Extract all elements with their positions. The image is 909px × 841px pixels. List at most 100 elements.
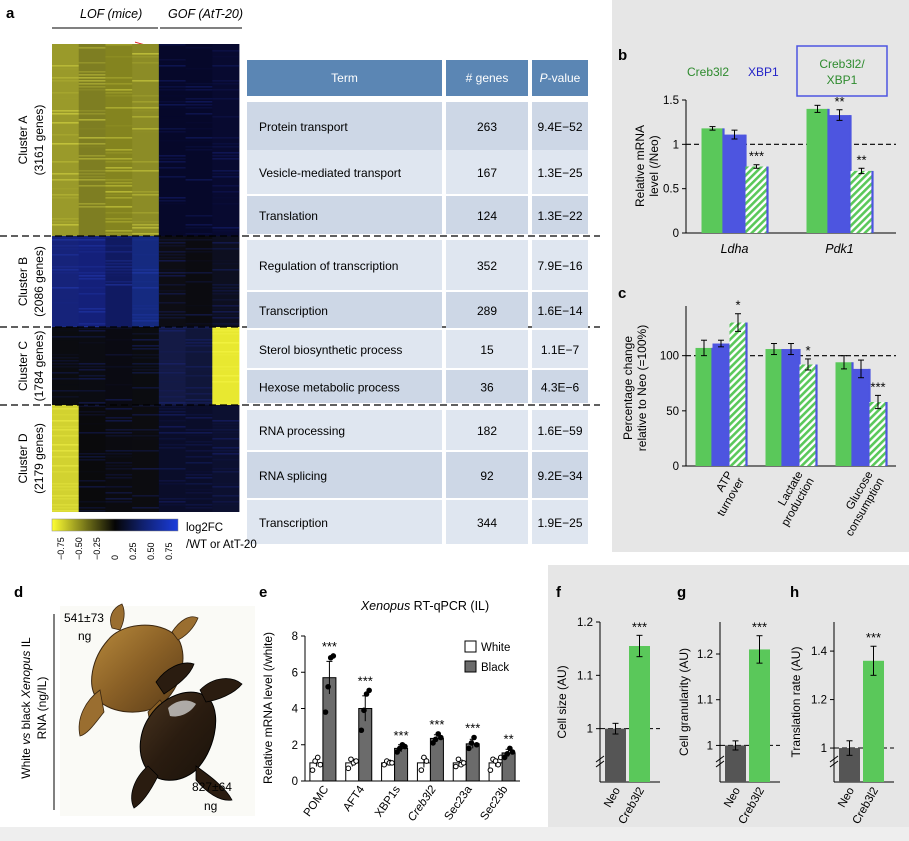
heatmap-streak [132,366,160,368]
heatmap-cell [132,327,160,405]
heatmap-streak [212,287,240,289]
panel-letter-g: g [677,584,686,601]
panel-letter-b: b [618,47,627,64]
heatmap-streak [78,456,106,458]
heatmap-streak [132,269,160,271]
heatmap-streak [105,251,133,253]
heatmap-streak [132,239,160,241]
heatmap-streak [132,212,160,214]
heatmap-streak [158,239,186,241]
category-label: Sec23a [442,783,475,822]
heatmap-streak [52,269,80,271]
data-point [358,727,365,734]
heatmap-streak [212,194,239,196]
heatmap-streak [132,107,160,109]
heatmap-streak [52,510,80,512]
heatmap-streak [212,290,240,292]
heatmap-streak [186,408,213,410]
heatmap-streak [105,206,133,208]
heatmap-streak [52,507,80,509]
heatmap-streak [52,420,80,422]
table-header-label: Term [331,71,358,85]
heatmap-streak [52,390,80,392]
heatmap-streak [158,501,186,503]
heatmap-cell [52,327,80,405]
heatmap-streak [212,366,240,368]
data-point [330,653,337,659]
heatmap-streak [132,369,160,371]
heatmap-streak [105,272,133,274]
heatmap-streak [212,435,239,437]
gof-label: GOF (AtT-20) [168,7,243,21]
data-point [460,760,467,766]
table-row-genes: 36 [480,381,494,395]
panel-letter-a: a [6,5,15,22]
heatmap-streak [52,429,80,431]
heatmap-cell [212,327,240,405]
heatmap-streak [105,107,133,109]
heatmap-cell [105,327,133,405]
heatmap-streak [105,477,133,479]
heatmap-streak [78,62,106,64]
cluster-name: Cluster A [16,116,30,165]
heatmap-streak [185,456,213,458]
y-axis-label: Relative mRNAlevel (/Neo) [633,125,661,207]
data-point [495,761,501,768]
heatmap-streak [78,179,106,181]
table-header-cell [247,60,442,96]
heatmap-streak [132,110,160,112]
heatmap-streak [52,272,80,274]
table-row-pvalue: 9.2E−34 [537,469,582,483]
heatmap-streak [105,405,132,407]
y-tick-label: 1 [821,743,827,755]
heatmap-streak [132,101,160,103]
black-frog [131,662,243,809]
table-row-pvalue: 1.9E−25 [537,516,582,530]
data-point [361,707,367,714]
table-cell [247,102,442,150]
heatmap-streak [212,495,240,497]
heatmap-streak [185,498,213,500]
heatmap-streak [158,381,186,383]
heatmap-streak [105,125,133,127]
heatmap-streak [132,128,160,130]
heatmap-streak [212,203,240,205]
heatmap-streak [158,375,186,377]
heatmap-streak [78,173,106,175]
heatmap-streak [132,354,160,356]
colorbar-label-2: /WT or AtT-20 [186,539,257,551]
heatmap-streak [185,101,213,103]
legend-e-white-swatch [464,640,477,653]
heatmap-streak [52,444,80,446]
heatmap-streak [132,80,160,82]
heatmap-streak [158,161,186,163]
bar [629,646,650,782]
heatmap-streak [158,59,186,61]
heatmap-streak [185,47,213,49]
heatmap-streak [158,158,186,160]
table-cell [446,410,528,450]
heatmap-streak [78,275,106,277]
heatmap-cell [212,405,240,512]
bar [828,115,851,233]
table-cell [532,370,588,403]
bar [839,748,860,782]
table-header-cell [532,60,588,96]
significance-mark: *** [429,717,444,732]
heatmap-streak [185,432,213,434]
heatmap-streak [185,122,213,124]
heatmap-streak [52,323,79,325]
white-frog-value: 541±73 [64,611,104,625]
heatmap-streak [78,308,106,310]
bar [835,362,853,466]
heatmap-streak [185,215,213,217]
heatmap-streak [105,233,133,235]
heatmap-streak [78,293,106,295]
chart-b: 0 0.5 1 1.5 *** Ldha ** ** Pdk1 Relative mRNAleve… [633,94,896,256]
heatmap-cell [132,405,160,512]
heatmap-streak [158,411,186,413]
heatmap-streak [185,375,213,377]
heatmap-streak [212,98,240,100]
significance-mark: * [805,343,810,358]
heatmap-streak [105,77,133,79]
